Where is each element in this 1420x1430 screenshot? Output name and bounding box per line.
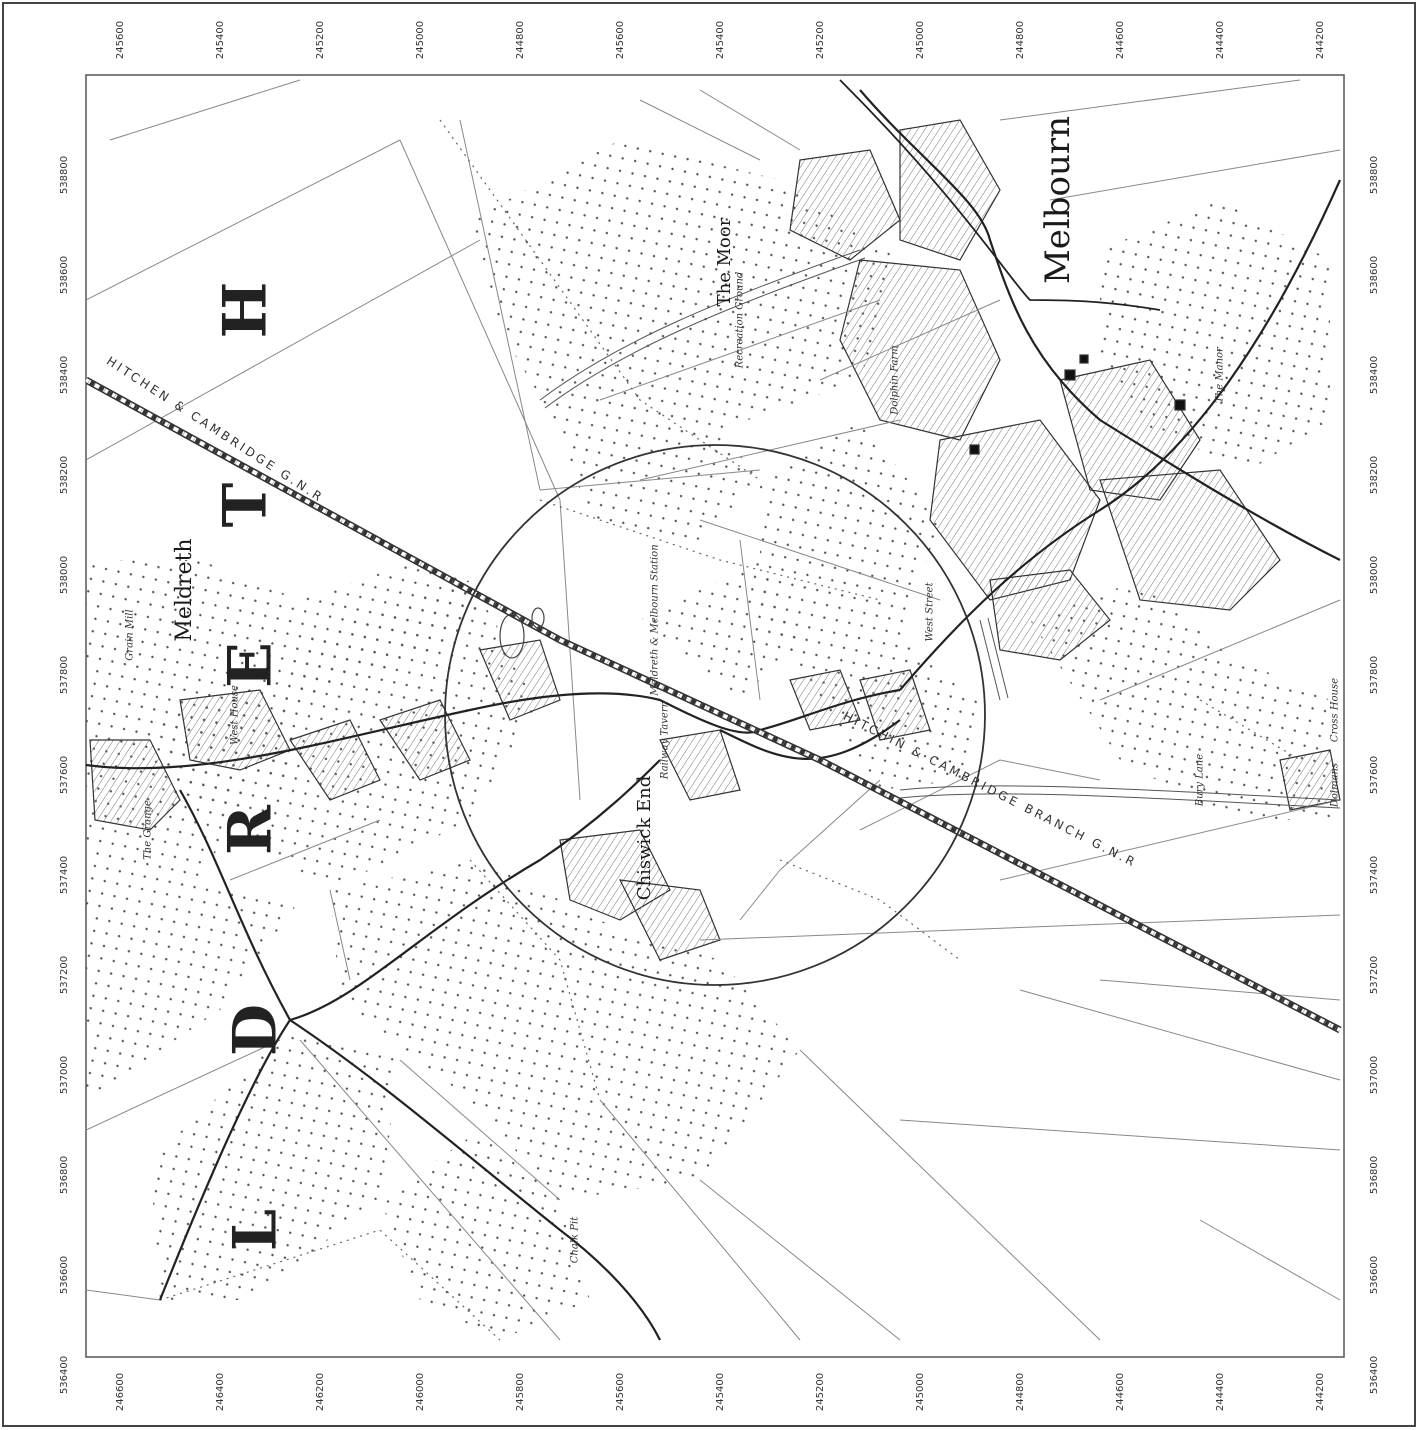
top-tick-label: 244400 (1215, 21, 1226, 59)
left-tick-label: 538200 (59, 456, 70, 494)
letter-t: T (211, 482, 281, 527)
label-grain-mill: Grain Mill (125, 609, 136, 660)
letter-e: E (216, 642, 286, 688)
top-tick-label: 245600 (615, 21, 626, 59)
letter-h: H (211, 282, 281, 339)
right-tick-label: 537000 (1369, 1056, 1380, 1094)
right-tick-label: 537400 (1369, 856, 1380, 894)
label-the-grange: The Grange (143, 800, 154, 860)
bottom-tick-label: 244600 (1115, 1373, 1126, 1411)
left-tick-label: 538800 (59, 156, 70, 194)
melbourn-buildings (789, 119, 1281, 661)
top-tick-label: 244600 (1115, 21, 1126, 59)
bottom-tick-label: 245200 (815, 1373, 826, 1411)
left-tick-label: 538400 (59, 356, 70, 394)
place-label-chiswick-end: Chiswick End (634, 776, 655, 901)
label-west-st: West Street (925, 581, 936, 641)
left-tick-label: 537400 (59, 856, 70, 894)
right-tick-label: 536600 (1369, 1256, 1380, 1294)
label-cross-house: Cross House (1330, 678, 1341, 742)
top-tick-label: 245600 (115, 21, 126, 59)
bottom-tick-label: 245600 (615, 1373, 626, 1411)
label-dolmans: Dolmans (1330, 763, 1341, 808)
railway-line (86, 376, 1342, 1034)
small-labels: Meldreth & Melbourn Station Recreation Gr… (125, 272, 1341, 1430)
left-tick-label: 538000 (59, 556, 70, 594)
right-tick-label: 537600 (1369, 756, 1380, 794)
big-letters: H T E R D L (211, 282, 291, 1251)
letter-d: D (221, 1004, 291, 1056)
right-tick-label: 536400 (1369, 1356, 1380, 1394)
label-sewage: Sewage Works (130, 1358, 141, 1430)
orchard-areas (86, 140, 1330, 1340)
label-dolphin-inn: Dolphin Farm (890, 345, 901, 415)
bottom-tick-label: 246600 (115, 1373, 126, 1411)
left-tick-label: 537600 (59, 756, 70, 794)
right-tick-label: 536800 (1369, 1156, 1380, 1194)
bottom-tick-label: 244800 (1015, 1373, 1026, 1411)
left-tick-label: 536600 (59, 1256, 70, 1294)
place-labels: Melbourn Meldreth Chiswick End The Moor (172, 116, 1078, 900)
top-tick-label: 245400 (715, 21, 726, 59)
top-tick-label: 245400 (215, 21, 226, 59)
map-content: Melbourn Meldreth Chiswick End The Moor H T E… (86, 79, 1342, 1430)
left-tick-label: 537000 (59, 1056, 70, 1094)
right-tick-label: 537200 (1369, 956, 1380, 994)
left-tick-label: 536400 (59, 1356, 70, 1394)
label-chalk-pit: Chalk Pit (570, 1216, 581, 1263)
place-label-the-moor: The Moor (714, 217, 735, 306)
top-tick-label: 244200 (1315, 21, 1326, 59)
top-tick-label: 245000 (915, 21, 926, 59)
bottom-axis: 246600 246400 246200 246000 245800 245600 2454… (115, 1373, 1326, 1411)
left-tick-label: 537200 (59, 956, 70, 994)
label-recreation: Recreation Ground (735, 272, 746, 370)
right-tick-label: 538400 (1369, 356, 1380, 394)
field-boundaries (86, 79, 1341, 1341)
left-tick-label: 536800 (59, 1156, 70, 1194)
bottom-tick-label: 245800 (515, 1373, 526, 1411)
parish-boundary-arc (839, 79, 1161, 311)
meldreth-buildings (89, 639, 1341, 961)
study-area-circle (444, 444, 986, 986)
right-tick-label: 538600 (1369, 256, 1380, 294)
top-tick-label: 245200 (315, 21, 326, 59)
bottom-tick-label: 245400 (715, 1373, 726, 1411)
top-tick-label: 245000 (415, 21, 426, 59)
label-west-house: West House (230, 685, 241, 745)
letter-l: L (221, 1209, 291, 1251)
footpaths (159, 119, 1301, 1341)
right-tick-label: 538000 (1369, 556, 1380, 594)
top-tick-label: 245200 (815, 21, 826, 59)
left-tick-label: 538600 (59, 256, 70, 294)
roads (86, 89, 1342, 1341)
bottom-tick-label: 246400 (215, 1373, 226, 1411)
letter-r: R (216, 804, 286, 855)
left-axis: 538800 538600 538400 538200 538000 537800 5376… (59, 156, 70, 1394)
label-bury-lane: Bury Lane (1195, 754, 1206, 807)
top-axis: 245600 245400 245200 245000 244800 245600 2454… (115, 21, 1326, 59)
right-tick-label: 538200 (1369, 456, 1380, 494)
bottom-tick-label: 244200 (1315, 1373, 1326, 1411)
bottom-tick-label: 244400 (1215, 1373, 1226, 1411)
top-tick-label: 244800 (515, 21, 526, 59)
right-tick-label: 538800 (1369, 156, 1380, 194)
left-tick-label: 537800 (59, 656, 70, 694)
label-railway-tav: Railway Tavern (660, 701, 671, 780)
place-label-melbourn: Melbourn (1038, 116, 1078, 284)
label-station: Meldreth & Melbourn Station (650, 544, 661, 696)
bottom-tick-label: 246200 (315, 1373, 326, 1411)
place-label-meldreth: Meldreth (172, 538, 197, 641)
right-axis: 538800 538600 538400 538200 538000 537800 5376… (1369, 156, 1380, 1394)
bottom-tick-label: 245000 (915, 1373, 926, 1411)
top-tick-label: 244800 (1015, 21, 1026, 59)
right-tick-label: 537800 (1369, 656, 1380, 694)
label-manor-house: The Manor (1215, 346, 1226, 403)
pond (499, 613, 525, 659)
pond (531, 607, 545, 629)
lanes (539, 249, 1341, 809)
bottom-tick-label: 246000 (415, 1373, 426, 1411)
